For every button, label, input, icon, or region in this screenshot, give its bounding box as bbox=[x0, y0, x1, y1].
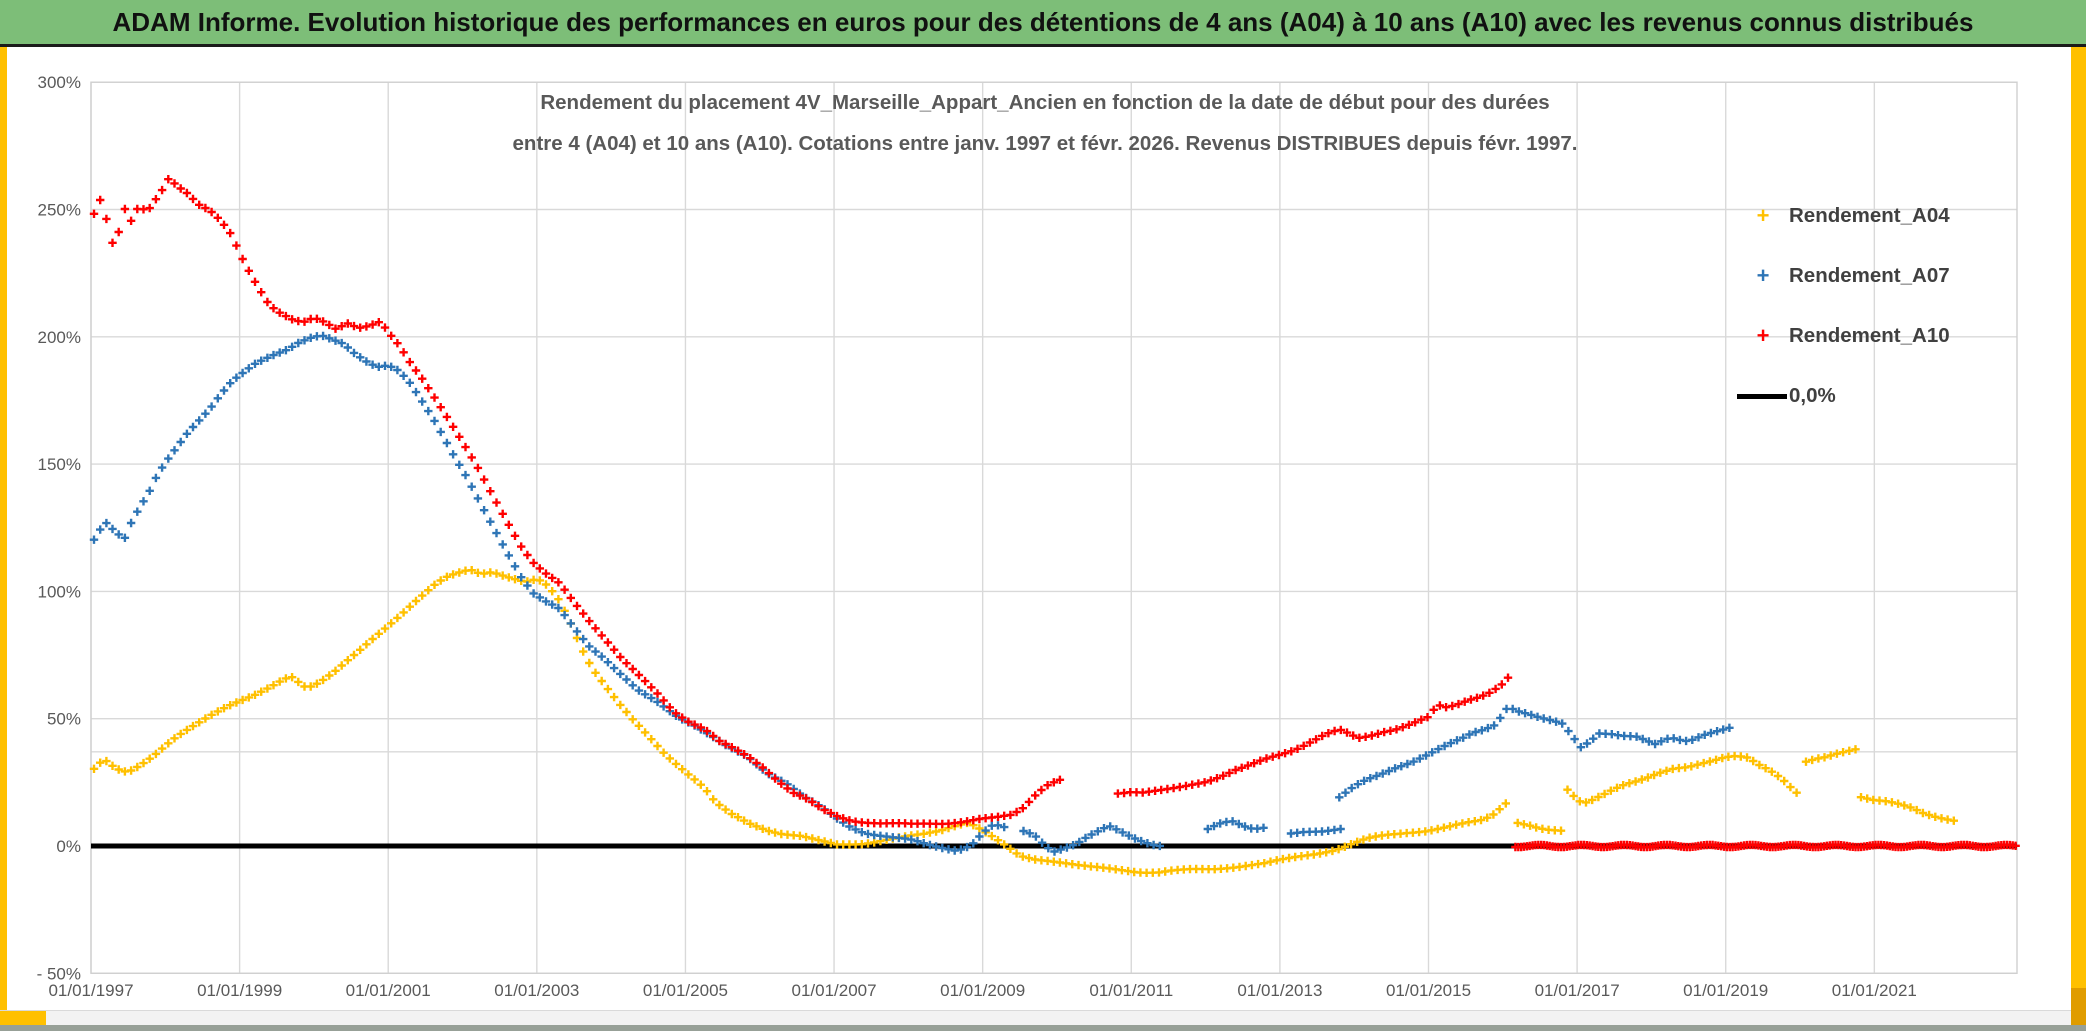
legend-item-rendement-a10[interactable]: + Rendement_A10 bbox=[1737, 306, 2067, 366]
x-axis-label: 01/01/2017 bbox=[1535, 981, 1620, 1000]
y-axis-label: 300% bbox=[38, 73, 81, 92]
legend-label: Rendement_A07 bbox=[1789, 264, 1950, 287]
chart-title: Rendement du placement 4V_Marseille_Appa… bbox=[420, 82, 1670, 164]
legend-label: Rendement_A10 bbox=[1789, 324, 1950, 347]
y-axis-label: 50% bbox=[47, 710, 81, 729]
y-axis-label: 250% bbox=[38, 201, 81, 220]
y-axis-label: 200% bbox=[38, 328, 81, 347]
legend-plus-marker-icon: + bbox=[1756, 263, 1770, 288]
legend-plus-marker-icon: + bbox=[1756, 203, 1770, 228]
legend-item-rendement-a07[interactable]: + Rendement_A07 bbox=[1737, 246, 2067, 306]
legend-label: Rendement_A04 bbox=[1789, 204, 1950, 227]
window-title-bar: ADAM Informe. Evolution historique des p… bbox=[0, 0, 2086, 47]
chart-title-line2: entre 4 (A04) et 10 ans (A10). Cotations… bbox=[512, 132, 1578, 155]
x-axis-label: 01/01/2013 bbox=[1237, 981, 1322, 1000]
x-axis-label: 01/01/2015 bbox=[1386, 981, 1471, 1000]
chart-legend: + Rendement_A04 + Rendement_A07 + Rendement_A… bbox=[1737, 186, 2067, 426]
legend-item-rendement-a04[interactable]: + Rendement_A04 bbox=[1737, 186, 2067, 246]
x-axis-label: 01/01/2019 bbox=[1683, 981, 1768, 1000]
right-frame-strip bbox=[2071, 47, 2086, 1031]
x-axis-label: 01/01/2011 bbox=[1089, 981, 1173, 1000]
x-axis-label: 01/01/1997 bbox=[48, 981, 133, 1000]
left-frame-strip bbox=[0, 47, 7, 1013]
x-axis-label: 01/01/1999 bbox=[197, 981, 282, 1000]
legend-line-marker-icon bbox=[1737, 393, 1787, 399]
x-axis-label: 01/01/2007 bbox=[792, 981, 877, 1000]
scrollbar-thumb[interactable] bbox=[0, 1011, 46, 1026]
series-rendement_a10 bbox=[89, 175, 2020, 852]
x-axis-label: 01/01/2003 bbox=[494, 981, 579, 1000]
y-axis-label: 150% bbox=[38, 455, 81, 474]
legend-label: 0,0% bbox=[1789, 384, 1836, 407]
y-axis-label: 0% bbox=[56, 837, 81, 856]
x-axis-label: 01/01/2001 bbox=[346, 981, 431, 1000]
bottom-frame-bar bbox=[0, 1025, 2086, 1031]
y-axis-label: - 50% bbox=[37, 964, 81, 983]
x-axis-label: 01/01/2009 bbox=[940, 981, 1025, 1000]
series-rendement_a04 bbox=[89, 566, 1958, 877]
legend-item-0-0-[interactable]: 0,0% bbox=[1737, 366, 2067, 426]
series-rendement_a07 bbox=[89, 331, 1734, 856]
right-frame-corner bbox=[2071, 988, 2086, 1026]
window-title: ADAM Informe. Evolution historique des p… bbox=[112, 6, 1974, 37]
plot-border bbox=[90, 81, 2018, 974]
y-axis-label: 100% bbox=[38, 582, 81, 601]
x-axis-label: 01/01/2021 bbox=[1832, 981, 1917, 1000]
x-axis-label: 01/01/2005 bbox=[643, 981, 728, 1000]
legend-plus-marker-icon: + bbox=[1756, 323, 1770, 348]
chart-title-line1: Rendement du placement 4V_Marseille_Appa… bbox=[540, 91, 1550, 114]
